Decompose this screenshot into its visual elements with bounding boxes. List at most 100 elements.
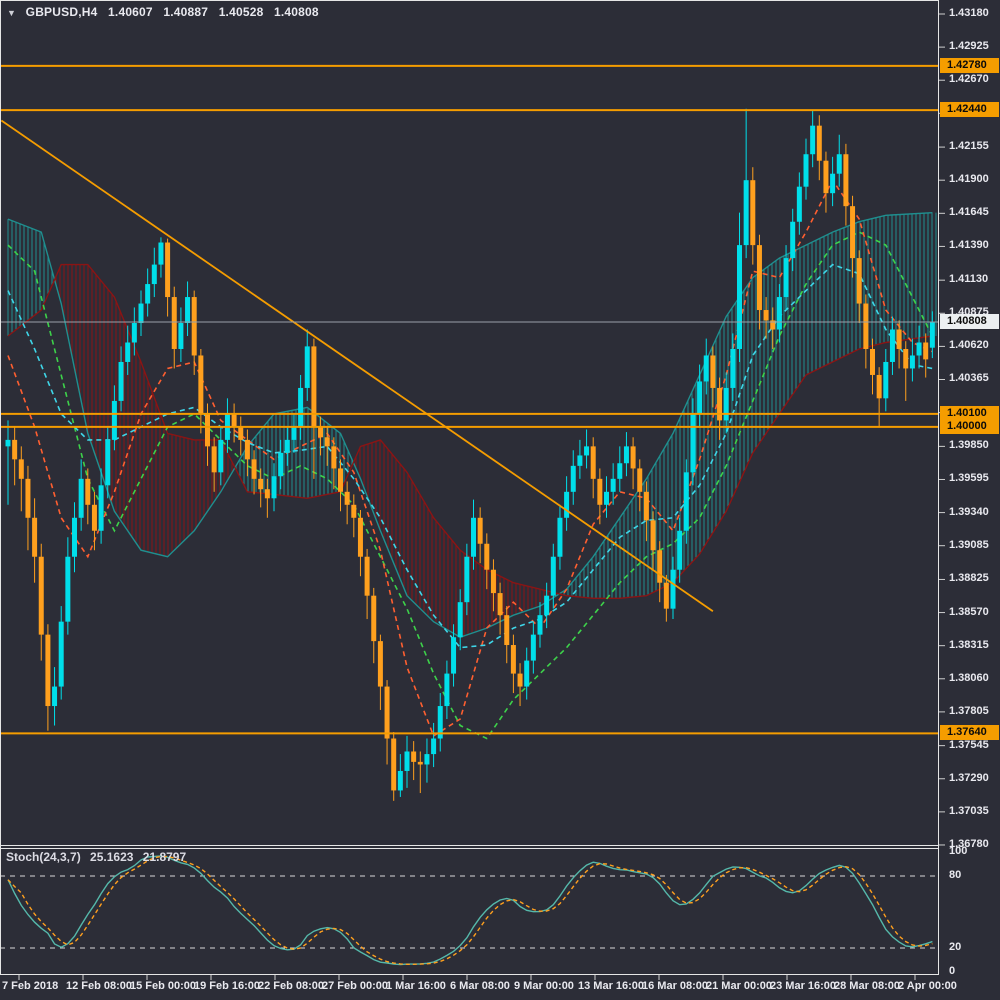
candle-body [929,321,935,348]
candle-body [863,303,869,349]
symbol-period-label: GBPUSD,H4 [25,5,98,19]
descending-trendline[interactable] [0,119,714,613]
ohlc-high-value: 1.40887 [163,5,209,19]
cyan-dashed-ma [7,263,933,649]
price-axis-tick: 1.39850 [949,439,989,452]
candle-body [25,478,31,518]
candle-body [238,426,244,440]
hline-price-badge[interactable]: 1.40100 [940,405,999,421]
time-axis-label: 27 Feb 00:00 [322,980,389,992]
candle-body [630,446,636,469]
candle-body [58,621,64,687]
candle-body [131,323,137,343]
candle-body [105,439,111,486]
candle-body [517,673,523,687]
time-axis-label: 2 Apr 00:00 [898,980,957,992]
hline-price-badge[interactable]: 1.42440 [940,102,999,118]
price-axis-tick: 1.41900 [949,173,989,186]
symbol-dropdown-icon[interactable]: ▼ [7,8,17,18]
senkou-a-line [7,212,933,638]
candle-body [803,154,809,187]
time-axis[interactable]: 7 Feb 2018 12 Feb 08:00 15 Feb 00:00 19 Feb… [0,978,957,1000]
candle-body [883,361,889,399]
candle-body [484,543,490,570]
candle-body [218,439,224,473]
candle-body [357,517,363,557]
senkou-b-line [7,263,933,599]
candle-body [710,355,716,388]
candle-body [464,556,470,603]
candle-body [311,346,317,427]
candle-body [244,439,250,460]
candle-body [690,413,696,473]
candle-body [158,242,164,265]
time-axis-label: 23 Mar 16:00 [770,980,837,992]
candle-body [52,686,58,707]
candle-body [304,346,310,388]
red-dashed-ma [7,178,933,738]
time-axis-label: 19 Feb 16:00 [194,980,261,992]
candle-body [384,686,390,739]
candle-body [377,641,383,687]
candle-body [570,465,576,492]
time-axis-label: 12 Feb 08:00 [66,980,133,992]
candle-body [490,569,496,594]
candle-body [318,426,324,438]
candle-body [231,413,237,427]
time-axis-label: 21 Mar 00:00 [706,980,773,992]
candle-body [670,569,676,609]
candle-body [331,446,337,469]
candle-body [185,297,191,324]
candle-body [32,517,38,557]
candle-body [504,615,510,646]
stoch-axis-tick: 100 [949,845,968,857]
candle-body [38,556,44,635]
hline-price-badge[interactable]: 1.40000 [940,418,999,434]
candle-body [417,761,423,765]
candle-body [856,258,862,304]
candle-body [723,387,729,421]
candle-body [677,530,683,570]
candle-body [72,517,77,557]
price-axis-tick: 1.38060 [949,671,989,684]
price-axis-tick: 1.38570 [949,605,989,618]
candle-body [830,173,836,194]
candle-body [544,595,550,616]
ohlc-low-value: 1.40528 [218,5,264,19]
candle-body [145,284,151,304]
candle-body [251,459,257,479]
price-axis-tick: 1.39085 [949,538,989,551]
candle-body [111,400,117,440]
candle-body [557,517,563,557]
candle-body [451,637,457,674]
candle-body [85,478,91,505]
price-axis-tick: 1.41390 [949,239,989,252]
candle-body [623,446,629,464]
candle-body [537,615,543,635]
hline-price-badge[interactable]: 1.42780 [940,57,999,73]
candle-body [876,374,882,399]
candle-body [564,491,570,518]
stoch-plot-layer[interactable] [0,855,938,966]
stoch-name: Stoch(24,3,7) [6,850,81,864]
time-axis-label: 1 Mar 16:00 [386,980,446,992]
candle-body [91,504,97,531]
candles-layer [5,108,935,801]
hline-price-badge[interactable]: 1.37640 [940,725,999,741]
candle-body [18,459,24,479]
candle-body [896,329,902,349]
candle-body [823,160,829,194]
candle-body [577,455,583,466]
candle-body [338,468,343,492]
chart-title: ▼ GBPUSD,H4 1.40607 1.40887 1.40528 1.40… [7,5,319,19]
candle-body [151,264,157,285]
price-axis-tick: 1.37290 [949,771,989,784]
stoch-main-line [7,855,933,966]
candle-body [138,303,144,324]
stoch-axis-tick: 0 [949,965,956,977]
candle-body [584,446,590,456]
main-plot-layer[interactable] [0,64,938,801]
price-axis[interactable]: 1.431801.429251.426701.424151.421551.419… [940,0,1000,1000]
